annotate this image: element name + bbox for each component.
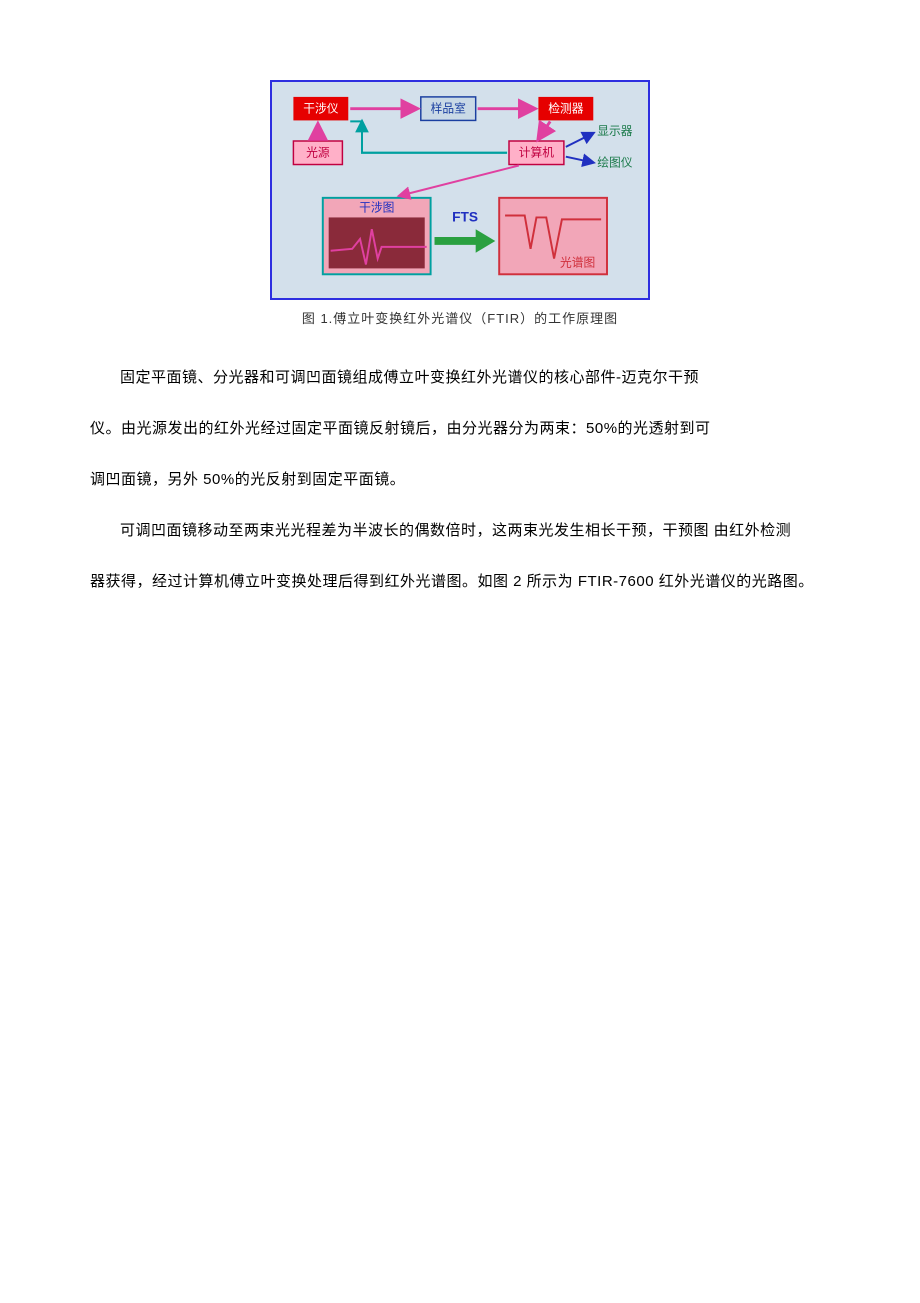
p2-line2: 器获得，经过计算机傅立叶变换处理后得到红外光谱图。如图 2 所示为 FTIR-7… [90, 573, 814, 590]
node-source: 光源 [306, 146, 330, 160]
node-interferogram: 干涉图 [359, 201, 394, 215]
node-computer: 计算机 [519, 146, 554, 160]
p1-line1: 固定平面镜、分光器和可调凹面镜组成傅立叶变换红外光谱仪的核心部件-迈克尔干预 [120, 369, 699, 386]
fts-arrow-icon [435, 229, 496, 253]
paragraph-1b: 仪。由光源发出的红外光经过固定平面镜反射镜后，由分光器分为两束：50%的光透射到… [90, 406, 830, 451]
paragraph-1c: 调凹面镜，另外 50%的光反射到固定平面镜。 [90, 457, 830, 502]
paragraph-1: 固定平面镜、分光器和可调凹面镜组成傅立叶变换红外光谱仪的核心部件-迈克尔干预 [90, 355, 830, 400]
ftir-diagram: 干涉仪 样品室 检测器 光源 计算机 [270, 80, 650, 300]
node-spectrum: 光谱图 [560, 255, 595, 269]
node-interferometer: 干涉仪 [303, 102, 338, 116]
node-detector: 检测器 [548, 102, 584, 116]
diagram-svg: 干涉仪 样品室 检测器 光源 计算机 [282, 92, 638, 288]
document-page: 干涉仪 样品室 检测器 光源 计算机 [0, 0, 920, 604]
node-plotter: 绘图仪 [597, 155, 632, 169]
paragraph-2: 可调凹面镜移动至两束光光程差为半波长的偶数倍时，这两束光发生相长干预，干预图 由… [90, 508, 830, 553]
figure-1: 干涉仪 样品室 检测器 光源 计算机 [90, 80, 830, 327]
figure-1-caption: 图 1.傅立叶变换红外光谱仪（FTIR）的工作原理图 [90, 308, 830, 327]
p1-line3: 调凹面镜，另外 50%的光反射到固定平面镜。 [90, 471, 405, 488]
paragraph-2b: 器获得，经过计算机傅立叶变换处理后得到红外光谱图。如图 2 所示为 FTIR-7… [90, 559, 830, 604]
fts-label: FTS [452, 209, 478, 224]
node-monitor: 显示器 [597, 125, 632, 138]
p1-line2: 仪。由光源发出的红外光经过固定平面镜反射镜后，由分光器分为两束：50%的光透射到… [90, 420, 711, 437]
node-sample: 样品室 [431, 102, 466, 116]
p2-line1: 可调凹面镜移动至两束光光程差为半波长的偶数倍时，这两束光发生相长干预，干预图 由… [120, 522, 791, 539]
